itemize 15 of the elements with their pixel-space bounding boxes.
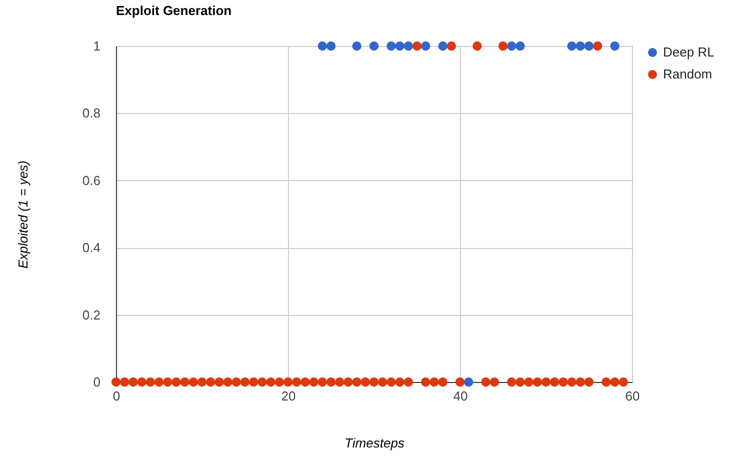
x-tick-label: 40 <box>453 388 468 404</box>
x-tick-label: 20 <box>281 388 296 404</box>
y-axis-title: Exploited (1 = yes) <box>15 160 30 269</box>
y-tick-label: 0.6 <box>82 172 100 188</box>
x-tick-label: 0 <box>112 388 120 404</box>
legend-label: Deep RL <box>663 44 714 60</box>
y-tick-label: 0.8 <box>82 106 100 121</box>
y-tick-label: 0 <box>93 374 100 390</box>
x-tick-label: 60 <box>625 388 640 404</box>
y-tick-label: 0.4 <box>82 240 100 256</box>
x-axis-title: Timesteps <box>344 436 405 450</box>
y-tick-label: 0.2 <box>82 307 100 322</box>
y-tick-label: 1 <box>93 38 100 54</box>
legend-label: Random <box>663 66 712 82</box>
chart-title: Exploit Generation <box>116 3 232 18</box>
